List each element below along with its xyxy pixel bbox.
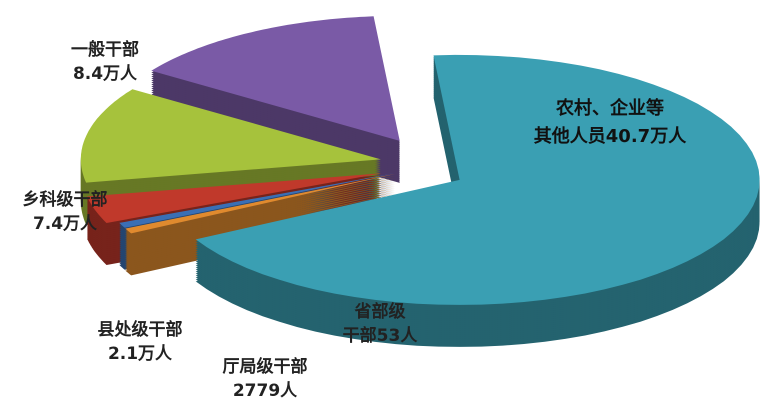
label-line: 其他人员40.7万人 [533, 126, 687, 147]
label-line: 县处级干部 [97, 320, 183, 340]
pie-slice-side [125, 175, 396, 236]
pie-slice-top [80, 89, 381, 183]
slice-label-general: 一般干部 8.4万人 [40, 38, 170, 86]
label-line: 7.4万人 [32, 214, 98, 234]
label-line: 省部级 [354, 302, 406, 322]
pie-slice-side [125, 181, 396, 242]
label-line: 一般干部 [71, 40, 139, 60]
pie-slice-side [125, 185, 396, 246]
pie-slice-side [125, 179, 396, 240]
label-line: 乡科级干部 [22, 190, 108, 210]
pie-slice-side [125, 193, 396, 254]
pie-slice-side [125, 191, 396, 252]
pie-slice-top [151, 16, 400, 141]
slice-label-rural: 农村、企业等 其他人员40.7万人 [500, 95, 720, 151]
label-line: 8.4万人 [72, 64, 138, 84]
pie-slice-side [125, 187, 396, 248]
pie-slice-top [125, 173, 396, 234]
pie-slice-top [87, 173, 382, 223]
pie-slice-0 [195, 54, 760, 347]
pie-slice-top [195, 54, 760, 305]
label-line: 农村、企业等 [556, 98, 664, 119]
slice-label-bureau: 厅局级干部 2779人 [200, 355, 330, 403]
slice-label-township: 乡科级干部 7.4万人 [0, 188, 130, 236]
label-line: 厅局级干部 [222, 357, 308, 377]
label-line: 干部53人 [342, 326, 418, 346]
label-line: 2.1万人 [107, 344, 173, 364]
slice-label-provincial: 省部级 干部53人 [325, 300, 435, 348]
label-line: 2779人 [232, 381, 298, 401]
slice-label-county: 县处级干部 2.1万人 [75, 318, 205, 366]
pie-slice-side [125, 189, 396, 250]
pie-slice-side [125, 183, 396, 244]
pie-slice-top [119, 173, 395, 228]
pie-slice-side [125, 177, 396, 238]
pie-slice-5 [151, 16, 400, 183]
